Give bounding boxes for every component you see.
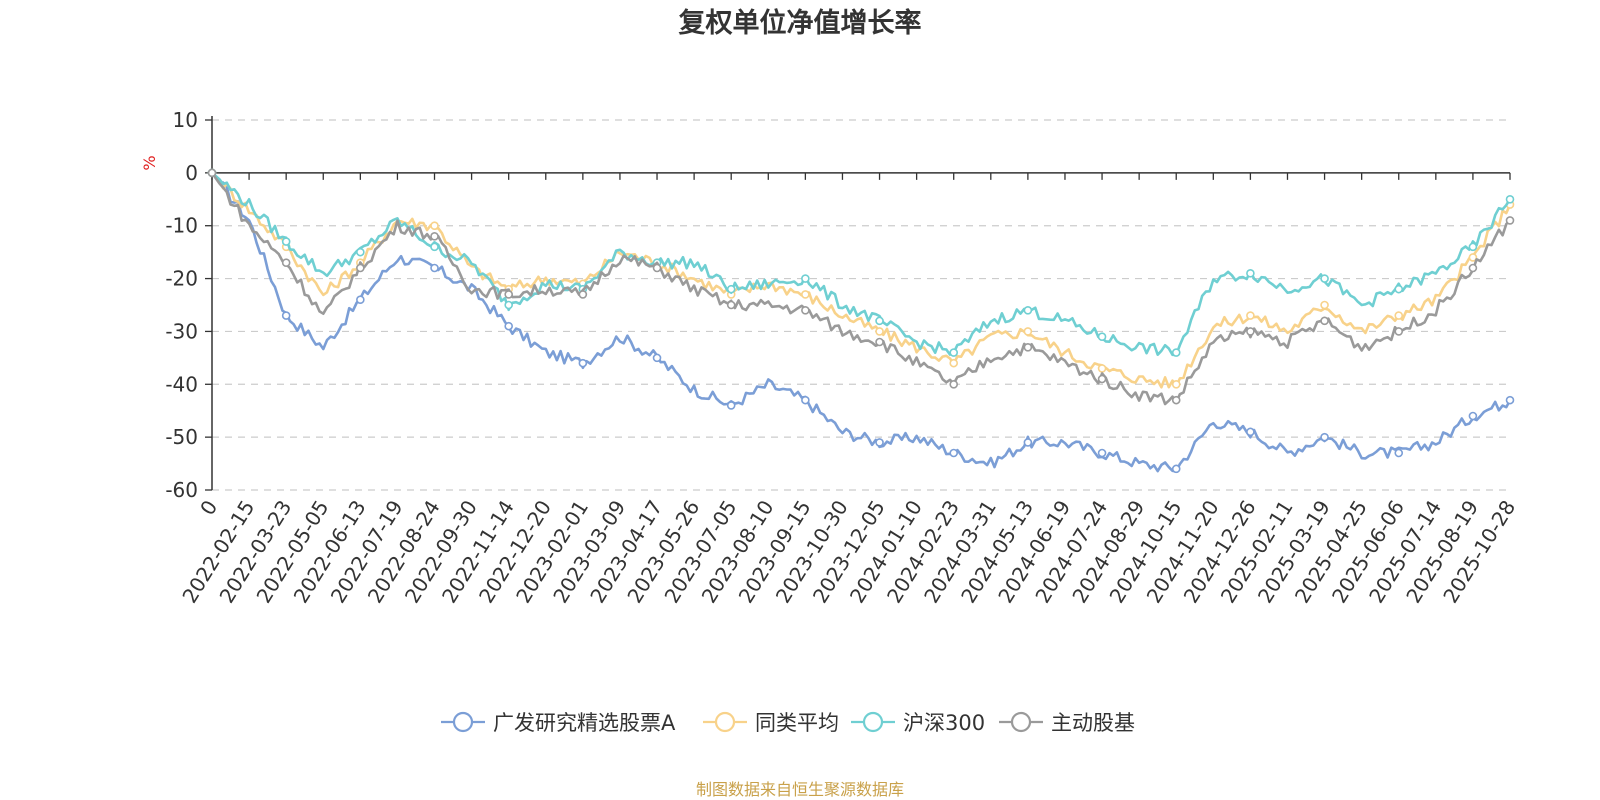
series-lines [207,168,1515,474]
data-point [1097,448,1107,458]
series-line-4 [210,172,1511,406]
y-tick-label: -20 [165,267,198,291]
y-tick-label: -40 [165,372,198,396]
y-tick-label: -30 [165,319,198,343]
data-point [207,168,217,178]
data-point [1505,395,1515,405]
data-point [726,401,736,410]
data-point [726,284,736,294]
data-point [1097,332,1107,342]
data-point [1394,327,1404,336]
data-point [430,231,439,241]
data-point [875,337,884,347]
data-point [875,327,884,336]
data-point [504,300,513,310]
data-point [801,305,810,315]
legend-item-1[interactable]: 广发研究精选股票A [441,711,676,735]
legend-label: 主动股基 [1051,711,1135,735]
data-point [1097,364,1107,373]
data-point [430,242,439,252]
x-tick-labels: 02022-02-152022-03-232022-05-052022-06-1… [177,496,1520,607]
legend-label: 同类平均 [755,711,839,735]
axes: 10 0 -10 -20 -30 -40 -50 -60 [165,108,1511,502]
legend[interactable]: 广发研究精选股票A 同类平均 沪深300 主动股基 [441,711,1135,735]
data-point [1023,438,1033,447]
chart-title: 复权单位净值增长率 [679,7,922,39]
legend-marker-icon [714,711,736,733]
data-point [1320,300,1329,310]
data-point [1505,216,1515,225]
data-point [1320,274,1329,283]
data-point [801,274,810,283]
data-point [1468,253,1478,262]
data-point [1246,327,1255,336]
y-tick-label: 0 [185,161,198,185]
data-point [1320,432,1329,442]
data-point [1171,348,1181,357]
data-point [1097,374,1107,384]
legend-marker-icon [1010,711,1032,733]
data-point [281,237,291,246]
data-point [1171,395,1181,405]
data-point [281,258,291,268]
data-point [801,290,810,299]
y-axis-label: % [140,155,159,170]
data-point [504,290,513,299]
legend-label: 广发研究精选股票A [493,711,676,735]
data-point [578,290,588,299]
data-point [430,221,439,231]
x-tick-label: 0 [195,496,222,520]
data-point [1246,268,1255,278]
data-point [1468,263,1478,273]
data-point [1394,448,1404,458]
legend-label: 沪深300 [903,711,985,735]
series-line-2 [211,171,1512,389]
legend-marker-icon [862,711,884,733]
data-point [1394,284,1404,294]
grid-lines [212,119,1510,491]
data-point [1320,316,1329,326]
y-tick-label: -10 [165,214,198,238]
data-point [726,300,736,310]
legend-marker-icon [452,711,474,733]
data-point [1023,327,1033,336]
data-point [1394,311,1404,320]
data-point [652,263,662,273]
y-tick-label: -50 [165,425,198,449]
data-point [356,247,365,257]
data-point [1468,242,1478,252]
y-tick-label: 10 [173,108,198,132]
data-point [504,321,513,331]
data-point [1023,342,1033,352]
data-point [281,311,291,320]
data-point [949,348,959,357]
data-point [1246,311,1255,320]
data-point [356,295,365,305]
data-point [1023,305,1033,315]
data-point [1171,379,1181,389]
data-point [1171,464,1181,474]
data-source-note: 制图数据来自恒生聚源数据库 [696,780,904,799]
data-point [949,379,959,389]
data-point [1468,411,1478,421]
data-point [949,358,959,368]
data-point [1246,427,1255,437]
data-point [1505,194,1515,204]
data-point [875,316,884,326]
data-point [578,358,588,368]
series-line-1 [210,172,1512,473]
legend-item-4[interactable]: 主动股基 [999,711,1135,735]
legend-item-3[interactable]: 沪深300 [851,711,985,735]
series-line-3 [211,171,1512,357]
legend-item-2[interactable]: 同类平均 [703,711,839,735]
data-point [356,263,365,273]
data-point [875,438,884,447]
data-point [430,263,439,273]
data-point [801,395,810,405]
y-tick-label: -60 [165,478,198,502]
data-point [949,448,959,458]
data-point [652,353,662,363]
